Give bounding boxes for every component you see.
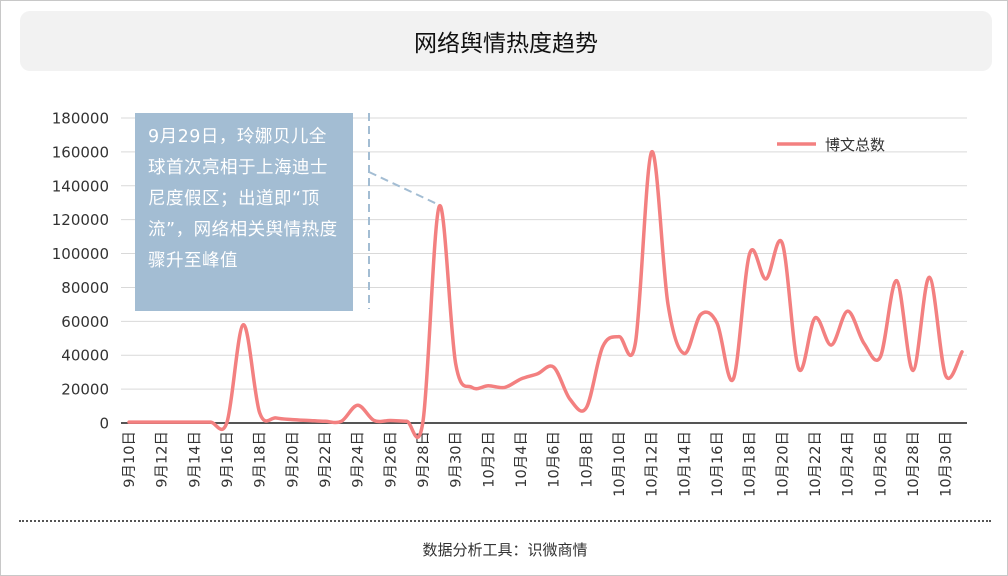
x-tick-label: 10月30日 <box>939 431 955 497</box>
x-tick-label: 10月20日 <box>775 431 791 497</box>
y-axis-tick-labels: 0 20000 40000 60000 80000 100000 120000 140000 1… <box>52 110 109 433</box>
x-tick-label: 9月16日 <box>220 431 236 488</box>
title-bar: 网络舆情热度趋势 <box>20 11 992 71</box>
y-tick-label: 40000 <box>61 347 109 365</box>
x-tick-label: 9月10日 <box>122 431 138 488</box>
x-tick-label: 9月24日 <box>351 431 367 488</box>
x-tick-label: 10月10日 <box>612 431 628 497</box>
x-tick-label: 10月26日 <box>873 431 889 497</box>
y-tick-label: 20000 <box>61 381 109 399</box>
x-tick-label: 9月12日 <box>155 431 171 488</box>
x-tick-label: 9月20日 <box>285 431 301 488</box>
x-tick-label: 10月12日 <box>645 431 661 497</box>
x-tick-label: 10月24日 <box>841 431 857 497</box>
x-tick-label: 10月22日 <box>808 431 824 497</box>
footer-source-text: 数据分析工具：识微商情 <box>422 541 588 559</box>
series-line-博文总数 <box>127 150 964 440</box>
y-tick-label: 60000 <box>61 313 109 331</box>
x-tick-label: 9月30日 <box>449 431 465 488</box>
annotation-box: 9月29日，玲娜贝儿全球首次亮相于上海迪士尼度假区；出道即“顶流”，网络相关舆情… <box>135 113 353 311</box>
y-tick-label: 120000 <box>52 211 109 229</box>
y-tick-label: 100000 <box>52 245 109 263</box>
x-tick-label: 10月14日 <box>677 431 693 497</box>
x-tick-label: 10月8日 <box>579 431 595 488</box>
x-tick-label: 10月28日 <box>906 431 922 497</box>
y-tick-label: 80000 <box>61 279 109 297</box>
x-tick-label: 9月26日 <box>383 431 399 488</box>
footer-divider <box>19 520 991 522</box>
legend-label: 博文总数 <box>825 136 885 154</box>
x-tick-label: 10月16日 <box>710 431 726 497</box>
x-tick-label: 9月18日 <box>253 431 269 488</box>
legend: 博文总数 <box>777 136 885 154</box>
x-tick-label: 10月2日 <box>481 431 497 488</box>
y-tick-label: 0 <box>99 415 109 433</box>
y-tick-label: 180000 <box>52 110 109 128</box>
x-tick-label: 9月28日 <box>416 431 432 488</box>
x-tick-label: 9月22日 <box>318 431 334 488</box>
x-axis-tick-labels: 9月10日 9月12日 9月14日 9月16日 9月18日 9月20日 9月22日 9月24日… <box>122 431 955 497</box>
x-tick-label: 10月6日 <box>547 431 563 488</box>
x-tick-label: 9月14日 <box>187 431 203 488</box>
y-tick-label: 160000 <box>52 143 109 161</box>
chart-title: 网络舆情热度趋势 <box>414 31 598 57</box>
x-tick-label: 10月4日 <box>514 431 530 488</box>
y-tick-label: 140000 <box>52 177 109 195</box>
x-tick-label: 10月18日 <box>743 431 759 497</box>
annotation-leader-line <box>368 171 438 206</box>
